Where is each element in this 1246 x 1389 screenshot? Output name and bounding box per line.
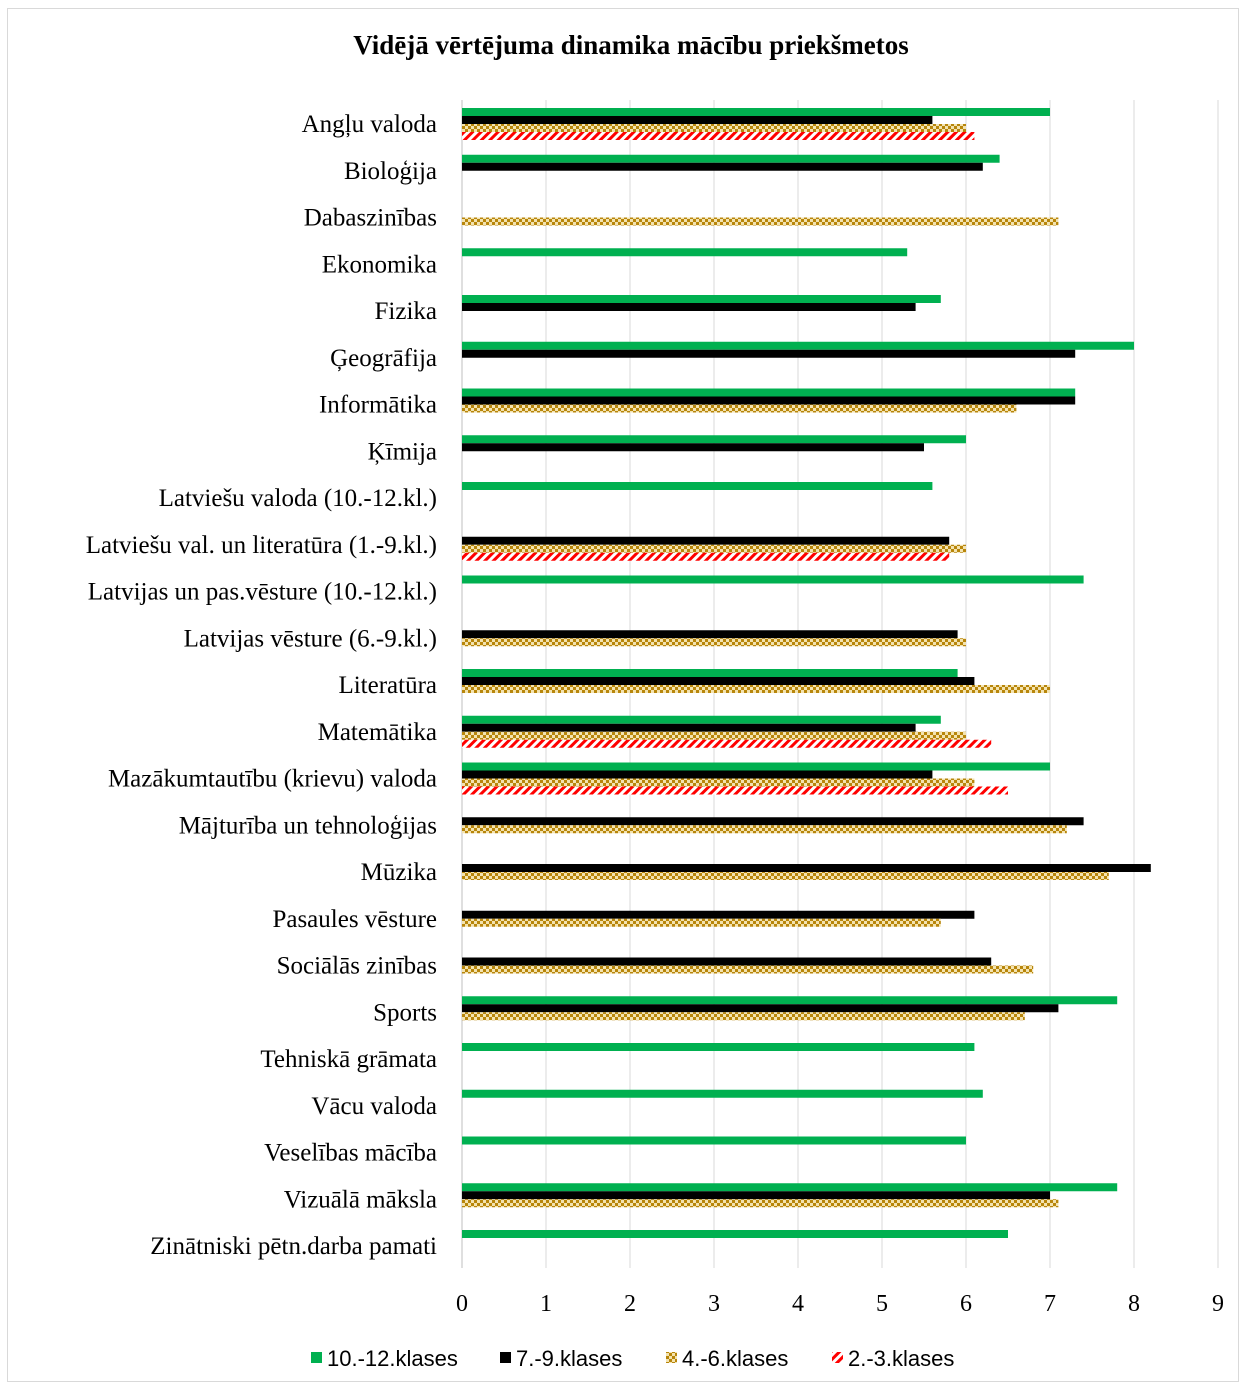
category-label: Ģeogrāfija — [330, 345, 437, 372]
bar — [462, 349, 1076, 358]
bar — [462, 817, 1084, 826]
bar — [462, 1012, 1025, 1021]
bar — [462, 739, 992, 748]
bar — [462, 575, 1084, 584]
bar — [462, 669, 958, 677]
bar — [462, 965, 1034, 974]
bar — [462, 825, 1067, 834]
bar — [462, 996, 1118, 1005]
category-label: Dabaszinības — [304, 205, 437, 232]
bar — [462, 910, 975, 919]
bar — [462, 341, 1134, 350]
bar — [462, 108, 1050, 116]
bar — [462, 778, 975, 787]
category-label: Vizuālā māksla — [284, 1186, 437, 1213]
bar — [462, 482, 933, 490]
x-tick-label: 0 — [456, 1291, 468, 1317]
category-label: Ekonomika — [322, 251, 437, 278]
category-label: Tehniskā grāmata — [260, 1046, 437, 1073]
bar — [462, 536, 950, 545]
x-tick-label: 3 — [708, 1291, 720, 1317]
legend-label: 10.-12.klases — [327, 1346, 458, 1371]
x-tick-label: 6 — [960, 1291, 972, 1317]
x-tick-label: 9 — [1212, 1291, 1224, 1317]
x-tick-label: 4 — [792, 1291, 804, 1317]
bar — [462, 786, 1008, 795]
x-tick-label: 5 — [876, 1291, 888, 1317]
bar — [462, 677, 975, 685]
bar — [462, 864, 1151, 872]
bar — [462, 162, 983, 171]
bar — [462, 435, 966, 444]
bar — [462, 1230, 1008, 1238]
bar — [462, 723, 916, 732]
category-label: Fizika — [375, 298, 438, 325]
bar — [462, 303, 916, 311]
bar — [462, 1136, 966, 1145]
bar — [462, 1191, 1050, 1200]
bar — [462, 552, 950, 561]
bar — [462, 630, 958, 639]
bar — [462, 685, 1050, 693]
category-label: Vācu valoda — [311, 1093, 437, 1120]
bar — [462, 396, 1076, 405]
category-label: Veselības mācība — [264, 1140, 437, 1167]
bar — [462, 770, 933, 779]
category-label: Pasaules vēsture — [272, 906, 437, 933]
bar — [462, 918, 941, 927]
x-tick-label: 2 — [624, 1291, 636, 1317]
bar — [462, 872, 1109, 880]
bar — [462, 295, 941, 303]
category-label: Informātika — [319, 392, 437, 419]
legend-swatch — [832, 1352, 843, 1363]
bar — [462, 116, 933, 124]
bar — [462, 762, 1050, 771]
bar — [462, 124, 966, 132]
category-label: Matemātika — [318, 719, 437, 746]
x-tick-label: 8 — [1128, 1291, 1140, 1317]
chart-frame — [7, 8, 1239, 1382]
category-label: Ķīmija — [368, 438, 437, 465]
bar — [462, 217, 1059, 226]
legend-swatch — [500, 1352, 511, 1363]
legend-label: 2.-3.klases — [848, 1346, 954, 1371]
category-label: Mūzika — [361, 859, 437, 886]
legend-label: 7.-9.klases — [516, 1346, 622, 1371]
category-label: Latviešu val. un literatūra (1.-9.kl.) — [86, 532, 437, 559]
category-label: Literatūra — [338, 672, 437, 699]
bar — [462, 443, 924, 452]
category-label: Latvijas vēsture (6.-9.kl.) — [184, 625, 437, 652]
category-label: Sports — [373, 999, 437, 1026]
x-tick-label: 1 — [540, 1291, 552, 1317]
bar — [462, 1004, 1059, 1013]
bar — [462, 715, 941, 724]
bar — [462, 544, 966, 553]
x-tick-label: 7 — [1044, 1291, 1056, 1317]
bar — [462, 1043, 975, 1051]
bar — [462, 731, 966, 740]
category-label: Latviešu valoda (10.-12.kl.) — [159, 485, 437, 512]
legend-swatch — [311, 1352, 322, 1363]
category-label: Mājturība un tehnoloģijas — [179, 812, 437, 839]
category-label: Latvijas un pas.vēsture (10.-12.kl.) — [88, 579, 437, 606]
bar — [462, 638, 966, 647]
category-label: Sociālās zinības — [277, 953, 437, 980]
bar — [462, 154, 1000, 163]
bar — [462, 248, 908, 257]
bar — [462, 1199, 1059, 1208]
category-label: Bioloģija — [344, 158, 437, 185]
bar — [462, 957, 992, 966]
bar — [462, 388, 1076, 397]
legend-label: 4.-6.klases — [682, 1346, 788, 1371]
bar — [462, 1089, 983, 1098]
bar — [462, 132, 975, 140]
bar — [462, 404, 1017, 413]
category-label: Mazākumtautību (krievu) valoda — [108, 766, 437, 793]
category-label: Angļu valoda — [302, 111, 437, 138]
category-label: Zinātniski pētn.darba pamati — [150, 1233, 437, 1260]
bar — [462, 1183, 1118, 1192]
legend-swatch — [666, 1352, 677, 1363]
chart-title: Vidējā vērtējuma dinamika mācību priekšm… — [353, 30, 909, 60]
